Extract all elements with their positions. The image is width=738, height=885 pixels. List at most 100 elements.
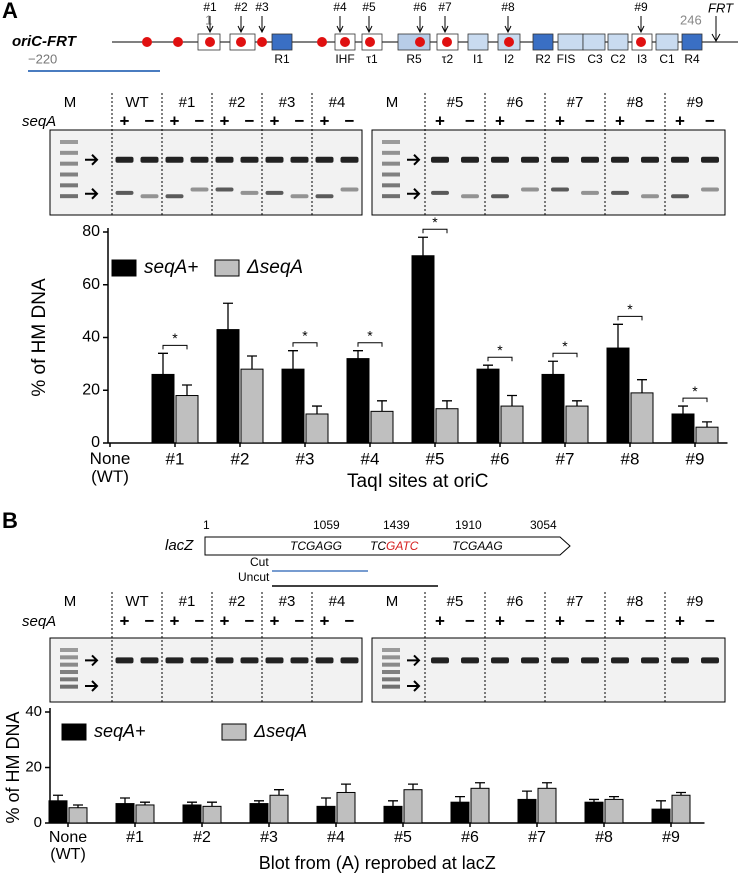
box-label: R2: [535, 52, 551, 66]
error-bar: [388, 800, 398, 807]
marker-band: [60, 684, 78, 689]
error-bar: [247, 355, 257, 370]
gatc-dot: [142, 37, 152, 47]
error-bar: [73, 804, 83, 808]
gel-band: [290, 194, 309, 199]
bar: [249, 803, 269, 824]
bar: [175, 395, 199, 444]
genotype-sign: −: [465, 611, 475, 630]
x-tick-label: #3: [260, 829, 278, 846]
gel-band: [165, 156, 184, 163]
bar: [671, 794, 691, 824]
gel-band: [265, 657, 284, 664]
genotype-sign: +: [615, 611, 625, 630]
marker-band: [60, 140, 78, 144]
genotype-sign: +: [495, 611, 505, 630]
box-label: τ2: [442, 52, 454, 66]
marker-band: [60, 194, 78, 199]
bar: [305, 413, 329, 444]
significance-bracket: [357, 342, 383, 347]
genotype-sign: −: [705, 111, 715, 130]
gel-band: [491, 156, 509, 163]
map-box: [557, 33, 584, 51]
gel-band: [215, 657, 234, 664]
legend-label: seqA+: [94, 721, 146, 741]
site-label: #7: [438, 0, 452, 14]
significance-bracket: [552, 352, 578, 358]
genotype-sign: −: [645, 111, 655, 130]
lane-label: #8: [627, 94, 644, 111]
genotype-sign: +: [555, 611, 565, 630]
lane-label: M: [64, 94, 77, 111]
significance-bracket: [617, 315, 643, 321]
lane-label: #2: [229, 593, 246, 610]
site-arrow: [504, 25, 512, 34]
error-bar: [483, 364, 493, 370]
y-tick-label: 20: [25, 758, 42, 775]
significance-mark: *: [302, 327, 308, 343]
lane-label: M: [386, 593, 399, 610]
gel-band: [611, 156, 629, 163]
gel-band: [581, 657, 599, 664]
error-bar: [377, 400, 387, 412]
bar: [651, 808, 671, 824]
genotype-sign: −: [245, 611, 255, 630]
gel-band: [461, 194, 479, 199]
bar: [411, 255, 435, 444]
lane-label: WT: [125, 94, 148, 111]
box-label: τ1: [366, 52, 378, 66]
box-label: I1: [473, 52, 483, 66]
bar: [403, 789, 423, 824]
y-tick-label: 0: [34, 814, 42, 831]
error-bar: [676, 791, 686, 796]
gel-band: [701, 156, 719, 163]
error-bar: [418, 236, 428, 256]
gel-band: [290, 156, 309, 163]
significance-mark: *: [367, 327, 373, 343]
lane-label: M: [64, 593, 77, 610]
lane-label: #3: [279, 94, 296, 111]
marker-band: [60, 670, 78, 674]
error-bar: [656, 800, 666, 810]
legend-label: ΔseqA: [253, 721, 307, 741]
x-tick-label: #6: [461, 829, 479, 846]
error-bar: [548, 360, 558, 375]
genotype-sign: +: [270, 111, 280, 130]
marker-band: [382, 194, 400, 199]
legend-swatch: [61, 723, 87, 741]
bar: [671, 413, 695, 444]
lacz-position: 3054: [530, 518, 557, 532]
error-bar: [321, 797, 331, 807]
gel-band: [190, 187, 209, 192]
band-arrow: [407, 154, 421, 166]
gel-band: [165, 194, 184, 199]
lane-label: #9: [687, 593, 704, 610]
map-box: [655, 33, 679, 51]
lane-label: #3: [279, 593, 296, 610]
band-arrow: [85, 680, 99, 692]
gel-band: [140, 194, 159, 199]
gatc-dot: [317, 37, 327, 47]
genotype-sign: +: [220, 111, 230, 130]
bar: [537, 787, 557, 824]
error-bar: [158, 352, 168, 375]
gel-band: [551, 657, 569, 664]
lane-label: #8: [627, 593, 644, 610]
gatc-dot: [205, 37, 215, 47]
box-label: C1: [659, 52, 675, 66]
site-arrow: [258, 25, 266, 34]
gel-band: [521, 156, 539, 163]
y-tick-label: 40: [25, 703, 42, 720]
gel-band: [265, 156, 284, 163]
error-bar: [207, 801, 217, 807]
gel-band: [431, 156, 449, 163]
bar: [269, 794, 289, 824]
genotype-sign: +: [270, 611, 280, 630]
band-arrow: [85, 188, 99, 200]
gel-band: [240, 156, 259, 163]
gel-band: [641, 657, 659, 664]
significance-mark: *: [497, 342, 503, 358]
map-elements: R1 IHF τ1 R5 τ2 I1 I2 R2 FIS C3 C2 I3 C1 R4 #1 #2 #3 #4 #5…: [142, 0, 703, 66]
gatc-dot: [365, 37, 375, 47]
gel-band: [551, 156, 569, 163]
